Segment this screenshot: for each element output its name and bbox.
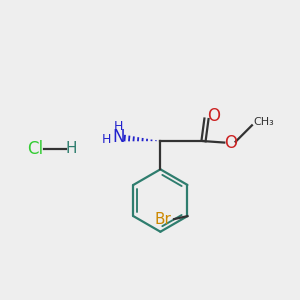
Text: N: N [112,128,124,146]
Text: O: O [207,107,220,125]
Text: H: H [102,133,112,146]
Text: H: H [114,120,124,133]
Text: O: O [224,134,237,152]
Text: H: H [65,141,77,156]
Text: Br: Br [154,212,172,226]
Text: Cl: Cl [28,140,43,158]
Text: CH₃: CH₃ [254,117,274,128]
